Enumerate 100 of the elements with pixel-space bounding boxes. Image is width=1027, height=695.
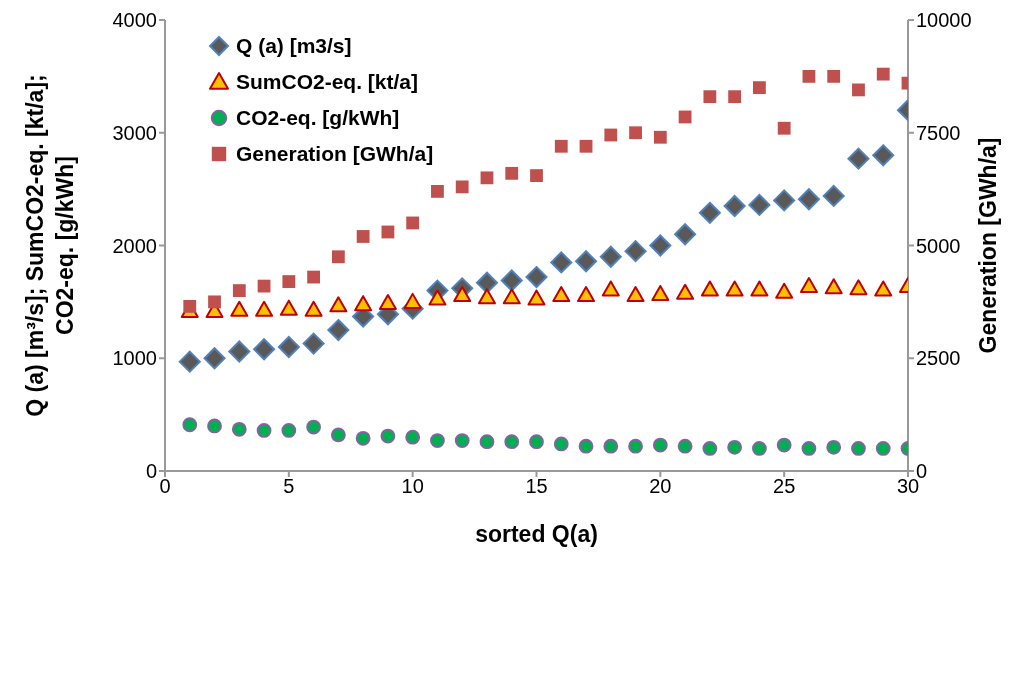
point (777, 121, 791, 135)
y2-tick-label: 7500 (916, 121, 961, 144)
point (748, 193, 771, 216)
point (628, 438, 643, 454)
point (502, 288, 521, 305)
point (380, 428, 396, 444)
point (277, 335, 300, 358)
point (725, 280, 744, 297)
point (455, 180, 469, 194)
point (477, 288, 496, 305)
point (674, 223, 697, 246)
point (304, 300, 323, 317)
point (676, 283, 695, 300)
point (330, 427, 346, 443)
y-tick-label: 0 (145, 460, 157, 483)
point (553, 436, 569, 452)
point (302, 332, 325, 355)
x-tick-label: 10 (401, 475, 424, 498)
point (599, 245, 622, 268)
point (454, 433, 470, 448)
point (403, 292, 422, 309)
point (230, 300, 249, 317)
point (182, 417, 198, 433)
point (775, 282, 794, 299)
point (505, 166, 519, 180)
point (256, 423, 272, 438)
point (203, 347, 226, 370)
point (331, 250, 345, 264)
point (601, 280, 620, 297)
point (500, 269, 523, 292)
point (578, 438, 594, 454)
point (700, 280, 719, 297)
point (626, 286, 645, 303)
y2-tick-label: 2500 (916, 347, 961, 370)
point (529, 434, 544, 450)
point (354, 295, 373, 312)
point (849, 279, 868, 296)
point (281, 423, 297, 438)
point (624, 240, 647, 263)
point (801, 441, 817, 456)
point (698, 201, 721, 224)
point (479, 434, 495, 450)
y-axis-title: Q (a) [m³/s]; SumCO2-eq. [kt/a]; CO2-eq. [g/kWh] (22, 74, 78, 417)
point (727, 439, 743, 455)
point (207, 418, 222, 434)
point (872, 144, 895, 167)
point (852, 83, 865, 97)
point (604, 128, 618, 142)
point (554, 139, 568, 153)
point (653, 130, 667, 144)
y-tick-label: 1000 (112, 347, 157, 370)
legend-label: Generation [GWh/a] (236, 142, 434, 166)
point (327, 319, 350, 342)
point (723, 195, 746, 218)
point (453, 286, 472, 303)
point (603, 438, 619, 454)
point (826, 439, 842, 455)
point (827, 69, 841, 83)
point (802, 69, 816, 83)
legend-label: Q (a) [m3/s] (236, 34, 352, 58)
point (799, 277, 818, 294)
x-tick-label: 15 (525, 475, 548, 498)
point (876, 67, 890, 81)
point (797, 188, 820, 211)
point (475, 271, 498, 294)
point (579, 139, 593, 153)
y-tick-label: 3000 (112, 121, 157, 144)
point (378, 294, 397, 310)
point (824, 278, 843, 295)
point (329, 296, 348, 313)
point (651, 284, 670, 301)
point (307, 270, 320, 284)
legend-label: CO2-eq. [g/kWh] (236, 106, 400, 130)
point (753, 81, 766, 95)
y2-tick-label: 5000 (916, 234, 961, 257)
point (253, 338, 276, 361)
point (480, 171, 494, 185)
point (874, 280, 893, 297)
x-tick-label: 20 (649, 475, 672, 498)
x-axis-title: sorted Q(a) (475, 521, 598, 547)
point (232, 284, 246, 297)
point (575, 250, 598, 273)
x-tick-label: 5 (283, 475, 295, 498)
y-tick-label: 4000 (112, 9, 157, 32)
point (550, 251, 573, 274)
y2-axis-title: Generation [GWh/a] (975, 137, 1001, 354)
point (527, 289, 546, 306)
point (208, 295, 221, 309)
point (822, 184, 845, 207)
x-tick-label: 25 (773, 475, 796, 498)
point (703, 90, 717, 104)
point (306, 419, 321, 435)
x-tick-label: 0 (159, 475, 171, 498)
y2-tick-label: 10000 (916, 9, 972, 32)
point (504, 434, 520, 450)
point (678, 110, 692, 124)
point (851, 441, 866, 456)
y-tick-label: 2000 (112, 234, 157, 257)
point (702, 441, 718, 456)
point (525, 266, 548, 289)
